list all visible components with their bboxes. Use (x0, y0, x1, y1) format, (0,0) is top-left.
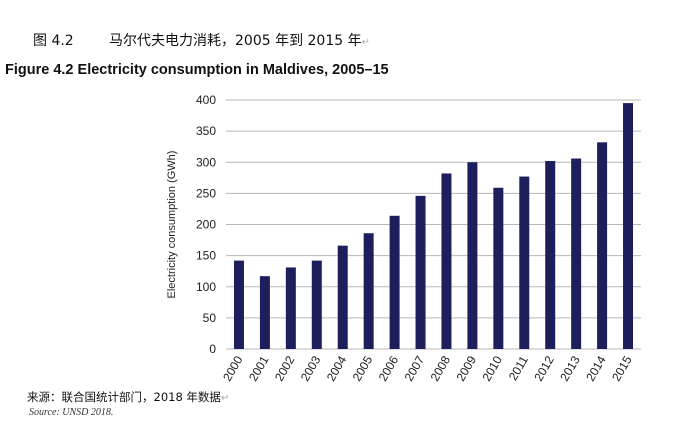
bar-2005 (363, 233, 374, 349)
bar-2015 (623, 103, 634, 349)
chinese-figure-number: 图 4.2 (33, 33, 74, 49)
bar-2012 (545, 161, 556, 349)
x-tick-label: 2013 (557, 353, 583, 383)
paragraph-mark-icon: ↵ (220, 393, 230, 404)
x-tick-label: 2012 (531, 353, 557, 383)
x-tick-label: 2001 (246, 353, 272, 383)
bar-2004 (337, 245, 348, 349)
x-tick-label: 2014 (583, 353, 609, 383)
x-tick-label: 2002 (272, 353, 298, 383)
english-figure-title: Figure 4.2 Electricity consumption in Ma… (5, 62, 389, 78)
bar-2008 (441, 173, 452, 349)
x-tick-label: 2010 (479, 353, 505, 383)
bar-2014 (597, 142, 608, 349)
bar-2006 (389, 215, 400, 349)
bar-2007 (415, 195, 426, 349)
x-tick-label: 2005 (350, 353, 376, 383)
y-tick-label: 300 (196, 155, 216, 169)
chinese-source-note: 来源：联合国统计部门，2018 年数据↵ (27, 389, 229, 405)
chinese-source-text: 来源：联合国统计部门，2018 年数据 (27, 390, 221, 404)
y-tick-label: 400 (196, 93, 216, 107)
y-tick-label: 200 (196, 218, 216, 232)
x-tick-label: 2008 (428, 353, 454, 383)
x-tick-label: 2003 (298, 353, 324, 383)
x-tick-label: 2000 (220, 353, 246, 383)
bar-2009 (467, 162, 478, 349)
bar-2010 (493, 187, 504, 349)
x-tick-label: 2006 (376, 353, 402, 383)
english-source-note: Source: UNSD 2018. (29, 407, 114, 418)
x-tick-label: 2009 (454, 353, 480, 383)
bar-2003 (311, 260, 322, 349)
bar-2013 (571, 158, 582, 349)
y-tick-label: 150 (196, 249, 216, 263)
x-tick-label: 2004 (324, 353, 350, 383)
chinese-title-text: 马尔代夫电力消耗，2005 年到 2015 年 (109, 33, 362, 49)
bar-2000 (233, 260, 244, 349)
y-tick-label: 350 (196, 124, 216, 138)
y-tick-label: 0 (209, 342, 216, 356)
x-tick-label: 2015 (609, 353, 635, 383)
x-tick-label: 2011 (506, 353, 531, 383)
paragraph-mark-icon: ↵ (361, 37, 370, 48)
y-tick-label: 50 (203, 311, 217, 325)
bar-2011 (519, 176, 530, 349)
bar-2001 (259, 276, 270, 349)
y-tick-label: 100 (196, 280, 216, 294)
bar-2002 (285, 267, 296, 349)
y-tick-label: 250 (196, 186, 216, 200)
chinese-figure-title: 图 4.2 马尔代夫电力消耗，2005 年到 2015 年↵ (33, 30, 370, 50)
y-axis-title: Electricity consumption (GWh) (166, 151, 178, 299)
x-tick-label: 2007 (402, 353, 428, 383)
